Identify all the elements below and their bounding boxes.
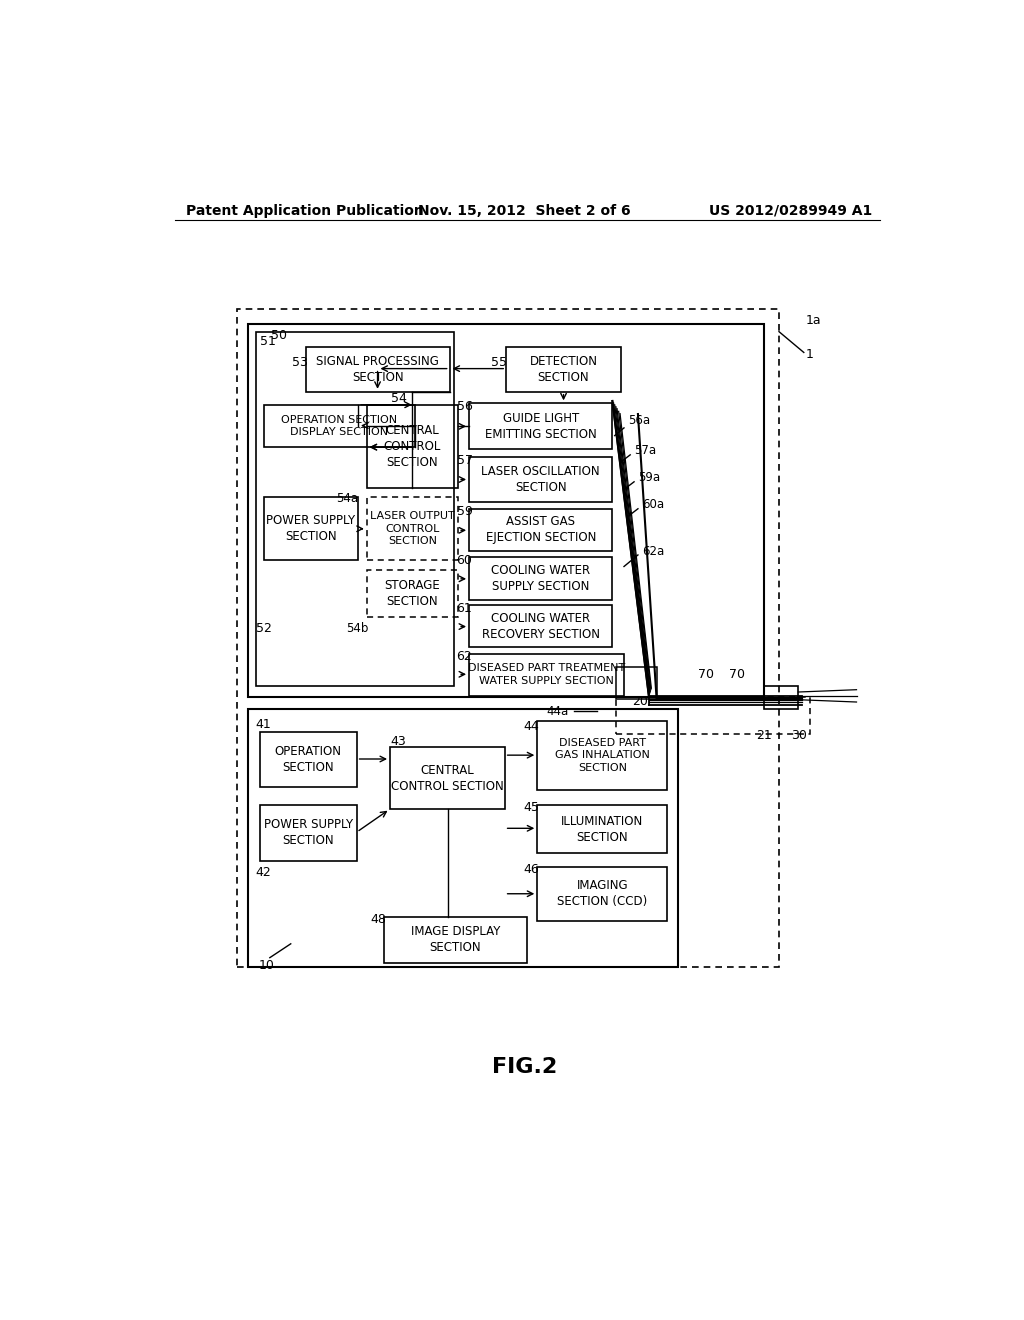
Bar <box>469 457 612 502</box>
Bar <box>256 331 454 686</box>
Text: 61: 61 <box>457 602 472 615</box>
Text: 50: 50 <box>271 329 288 342</box>
Text: LASER OSCILLATION
SECTION: LASER OSCILLATION SECTION <box>481 465 600 494</box>
Text: 51: 51 <box>260 335 275 348</box>
Text: 44a: 44a <box>547 705 568 718</box>
Text: 62: 62 <box>457 649 472 663</box>
Text: 46: 46 <box>523 862 539 875</box>
Text: DISEASED PART
GAS INHALATION
SECTION: DISEASED PART GAS INHALATION SECTION <box>555 738 650 772</box>
Bar <box>263 498 358 561</box>
Text: 60a: 60a <box>642 499 664 511</box>
Text: 43: 43 <box>390 735 406 748</box>
Bar <box>616 697 810 734</box>
Text: 10: 10 <box>258 958 274 972</box>
Text: 59a: 59a <box>638 471 660 484</box>
Text: 57a: 57a <box>634 445 656 458</box>
Bar <box>367 570 458 618</box>
Text: POWER SUPPLY
SECTION: POWER SUPPLY SECTION <box>266 515 355 544</box>
Text: 57: 57 <box>457 454 473 467</box>
Text: COOLING WATER
SUPPLY SECTION: COOLING WATER SUPPLY SECTION <box>492 564 590 593</box>
Text: 21: 21 <box>756 730 771 742</box>
Bar <box>248 323 764 697</box>
Text: GUIDE LIGHT
EMITTING SECTION: GUIDE LIGHT EMITTING SECTION <box>484 412 597 441</box>
Bar <box>367 498 458 561</box>
Bar <box>390 747 505 809</box>
Text: 70: 70 <box>697 668 714 681</box>
Text: 52: 52 <box>256 622 271 635</box>
Bar <box>248 709 678 966</box>
Text: COOLING WATER
RECOVERY SECTION: COOLING WATER RECOVERY SECTION <box>481 611 600 640</box>
Text: DETECTION
SECTION: DETECTION SECTION <box>529 355 598 384</box>
Text: CENTRAL
CONTROL
SECTION: CENTRAL CONTROL SECTION <box>384 424 441 469</box>
Bar <box>469 653 624 696</box>
Text: 41: 41 <box>256 718 271 731</box>
Text: Patent Application Publication: Patent Application Publication <box>186 203 424 218</box>
Text: SIGNAL PROCESSING
SECTION: SIGNAL PROCESSING SECTION <box>316 355 439 384</box>
Bar <box>260 733 356 788</box>
Bar <box>538 867 668 921</box>
Text: 56a: 56a <box>628 413 650 426</box>
Text: OPERATION
SECTION: OPERATION SECTION <box>274 746 342 775</box>
Text: 1: 1 <box>806 348 814 362</box>
Bar <box>469 557 612 599</box>
Text: 30: 30 <box>791 730 807 742</box>
Text: 62a: 62a <box>642 545 665 557</box>
Text: 70: 70 <box>729 668 744 681</box>
Text: 42: 42 <box>256 866 271 879</box>
Text: IMAGE DISPLAY
SECTION: IMAGE DISPLAY SECTION <box>411 925 500 954</box>
Text: 54a: 54a <box>336 492 357 506</box>
Bar <box>367 405 458 488</box>
Text: STORAGE
SECTION: STORAGE SECTION <box>385 579 440 609</box>
Text: POWER SUPPLY
SECTION: POWER SUPPLY SECTION <box>263 818 352 847</box>
Text: 59: 59 <box>457 506 472 519</box>
Text: 45: 45 <box>523 801 539 814</box>
Text: OPERATION SECTION
DISPLAY SECTION: OPERATION SECTION DISPLAY SECTION <box>282 414 397 437</box>
Bar <box>538 721 668 789</box>
Bar <box>538 805 668 853</box>
Text: CENTRAL
CONTROL SECTION: CENTRAL CONTROL SECTION <box>391 764 504 793</box>
Bar <box>384 917 527 964</box>
Text: 60: 60 <box>457 554 472 566</box>
Text: 1a: 1a <box>806 314 821 326</box>
Bar <box>237 309 779 966</box>
Text: ILLUMINATION
SECTION: ILLUMINATION SECTION <box>561 814 643 843</box>
Bar <box>263 405 415 447</box>
Text: 44: 44 <box>523 721 539 733</box>
Text: FIG.2: FIG.2 <box>493 1057 557 1077</box>
Bar <box>469 508 612 552</box>
Bar <box>616 667 656 700</box>
Bar <box>764 686 799 709</box>
Text: 54b: 54b <box>346 622 369 635</box>
Text: Nov. 15, 2012  Sheet 2 of 6: Nov. 15, 2012 Sheet 2 of 6 <box>419 203 631 218</box>
Text: DISEASED PART TREATMENT
WATER SUPPLY SECTION: DISEASED PART TREATMENT WATER SUPPLY SEC… <box>468 664 625 686</box>
Text: 55: 55 <box>490 356 507 370</box>
Text: US 2012/0289949 A1: US 2012/0289949 A1 <box>709 203 872 218</box>
Text: 53: 53 <box>292 356 308 370</box>
Text: 56: 56 <box>457 400 472 413</box>
Text: IMAGING
SECTION (CCD): IMAGING SECTION (CCD) <box>557 879 647 908</box>
Text: 20: 20 <box>632 694 647 708</box>
Bar <box>306 347 450 392</box>
Bar <box>260 805 356 861</box>
Bar <box>469 404 612 449</box>
Text: ASSIST GAS
EJECTION SECTION: ASSIST GAS EJECTION SECTION <box>485 515 596 544</box>
Bar <box>506 347 621 392</box>
Bar <box>469 605 612 647</box>
Text: 54: 54 <box>391 392 408 405</box>
Text: LASER OUTPUT
CONTROL
SECTION: LASER OUTPUT CONTROL SECTION <box>370 511 455 546</box>
Text: 48: 48 <box>371 913 386 927</box>
